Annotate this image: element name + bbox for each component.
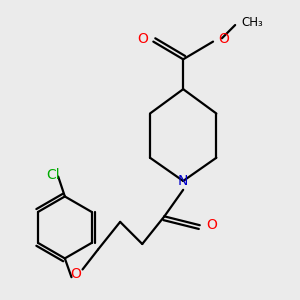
Text: CH₃: CH₃ xyxy=(242,16,263,29)
Text: O: O xyxy=(70,267,81,281)
Text: N: N xyxy=(178,174,188,188)
Text: O: O xyxy=(206,218,218,232)
Text: O: O xyxy=(137,32,148,46)
Text: Cl: Cl xyxy=(46,168,59,182)
Text: O: O xyxy=(219,32,230,46)
